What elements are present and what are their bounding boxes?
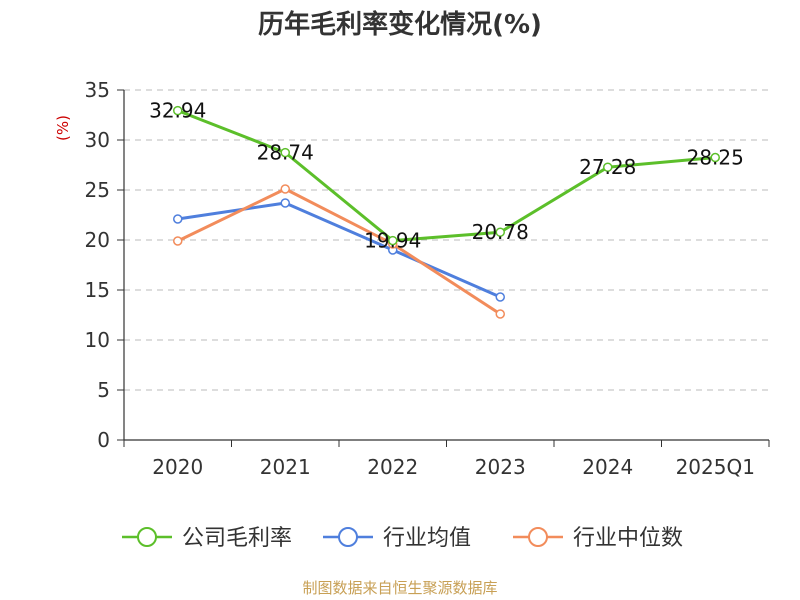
data-point bbox=[388, 235, 398, 246]
x-tick-label: 2022 bbox=[367, 455, 418, 479]
x-tick-label: 2025Q1 bbox=[676, 455, 755, 479]
data-label: 19.94 bbox=[364, 229, 421, 253]
series-line bbox=[177, 109, 716, 243]
y-tick-label: 30 bbox=[85, 128, 110, 152]
legend-marker bbox=[528, 527, 548, 547]
y-tick-label: 20 bbox=[85, 228, 110, 252]
source-footer: 制图数据来自恒生聚源数据库 bbox=[302, 579, 498, 597]
grid-lines bbox=[124, 89, 769, 391]
y-tick-label: 15 bbox=[85, 278, 110, 302]
data-point bbox=[280, 147, 290, 158]
data-label: 28.74 bbox=[257, 141, 314, 165]
y-tick-label: 10 bbox=[85, 328, 110, 352]
data-point bbox=[603, 162, 613, 172]
data-point bbox=[280, 184, 290, 194]
x-tick-label: 2023 bbox=[475, 455, 526, 479]
data-point bbox=[495, 227, 505, 237]
data-point bbox=[173, 214, 183, 224]
y-tick-label: 0 bbox=[97, 428, 110, 452]
y-tick-label: 5 bbox=[97, 378, 110, 402]
legend-label: 公司毛利率 bbox=[182, 526, 292, 551]
data-point bbox=[173, 236, 183, 246]
series-line bbox=[177, 187, 502, 316]
legend-marker bbox=[338, 527, 358, 547]
y-axis-label: (%) bbox=[54, 115, 72, 141]
data-point bbox=[173, 105, 183, 116]
data-point bbox=[495, 292, 505, 302]
data-point bbox=[710, 152, 720, 163]
axes: 0 5 10 15 20 25 30 35 2020 2021 2022 2023 2024 2025Q1 bbox=[85, 78, 770, 479]
legend-marker bbox=[137, 527, 157, 547]
legend-label: 行业均值 bbox=[383, 526, 471, 551]
legend-label: 行业中位数 bbox=[573, 526, 683, 551]
legend: 公司毛利率 行业均值 行业中位数 bbox=[122, 526, 683, 551]
data-point bbox=[495, 309, 505, 319]
x-tick-label: 2020 bbox=[152, 455, 203, 479]
data-labels: 32.94 28.74 19.94 20.78 27.28 28.25 bbox=[149, 99, 744, 253]
y-tick-label: 35 bbox=[85, 78, 110, 102]
x-tick-label: 2021 bbox=[260, 455, 311, 479]
data-label: 27.28 bbox=[579, 155, 636, 179]
series-line bbox=[177, 201, 501, 299]
y-tick-label: 25 bbox=[85, 178, 110, 202]
data-label: 20.78 bbox=[472, 220, 529, 244]
data-point bbox=[280, 198, 290, 208]
series-lines bbox=[173, 105, 720, 319]
chart-title: 历年毛利率变化情况(%) bbox=[258, 10, 542, 40]
data-label: 32.94 bbox=[149, 99, 206, 123]
x-tick-label: 2024 bbox=[582, 455, 633, 479]
data-label: 28.25 bbox=[687, 146, 744, 170]
